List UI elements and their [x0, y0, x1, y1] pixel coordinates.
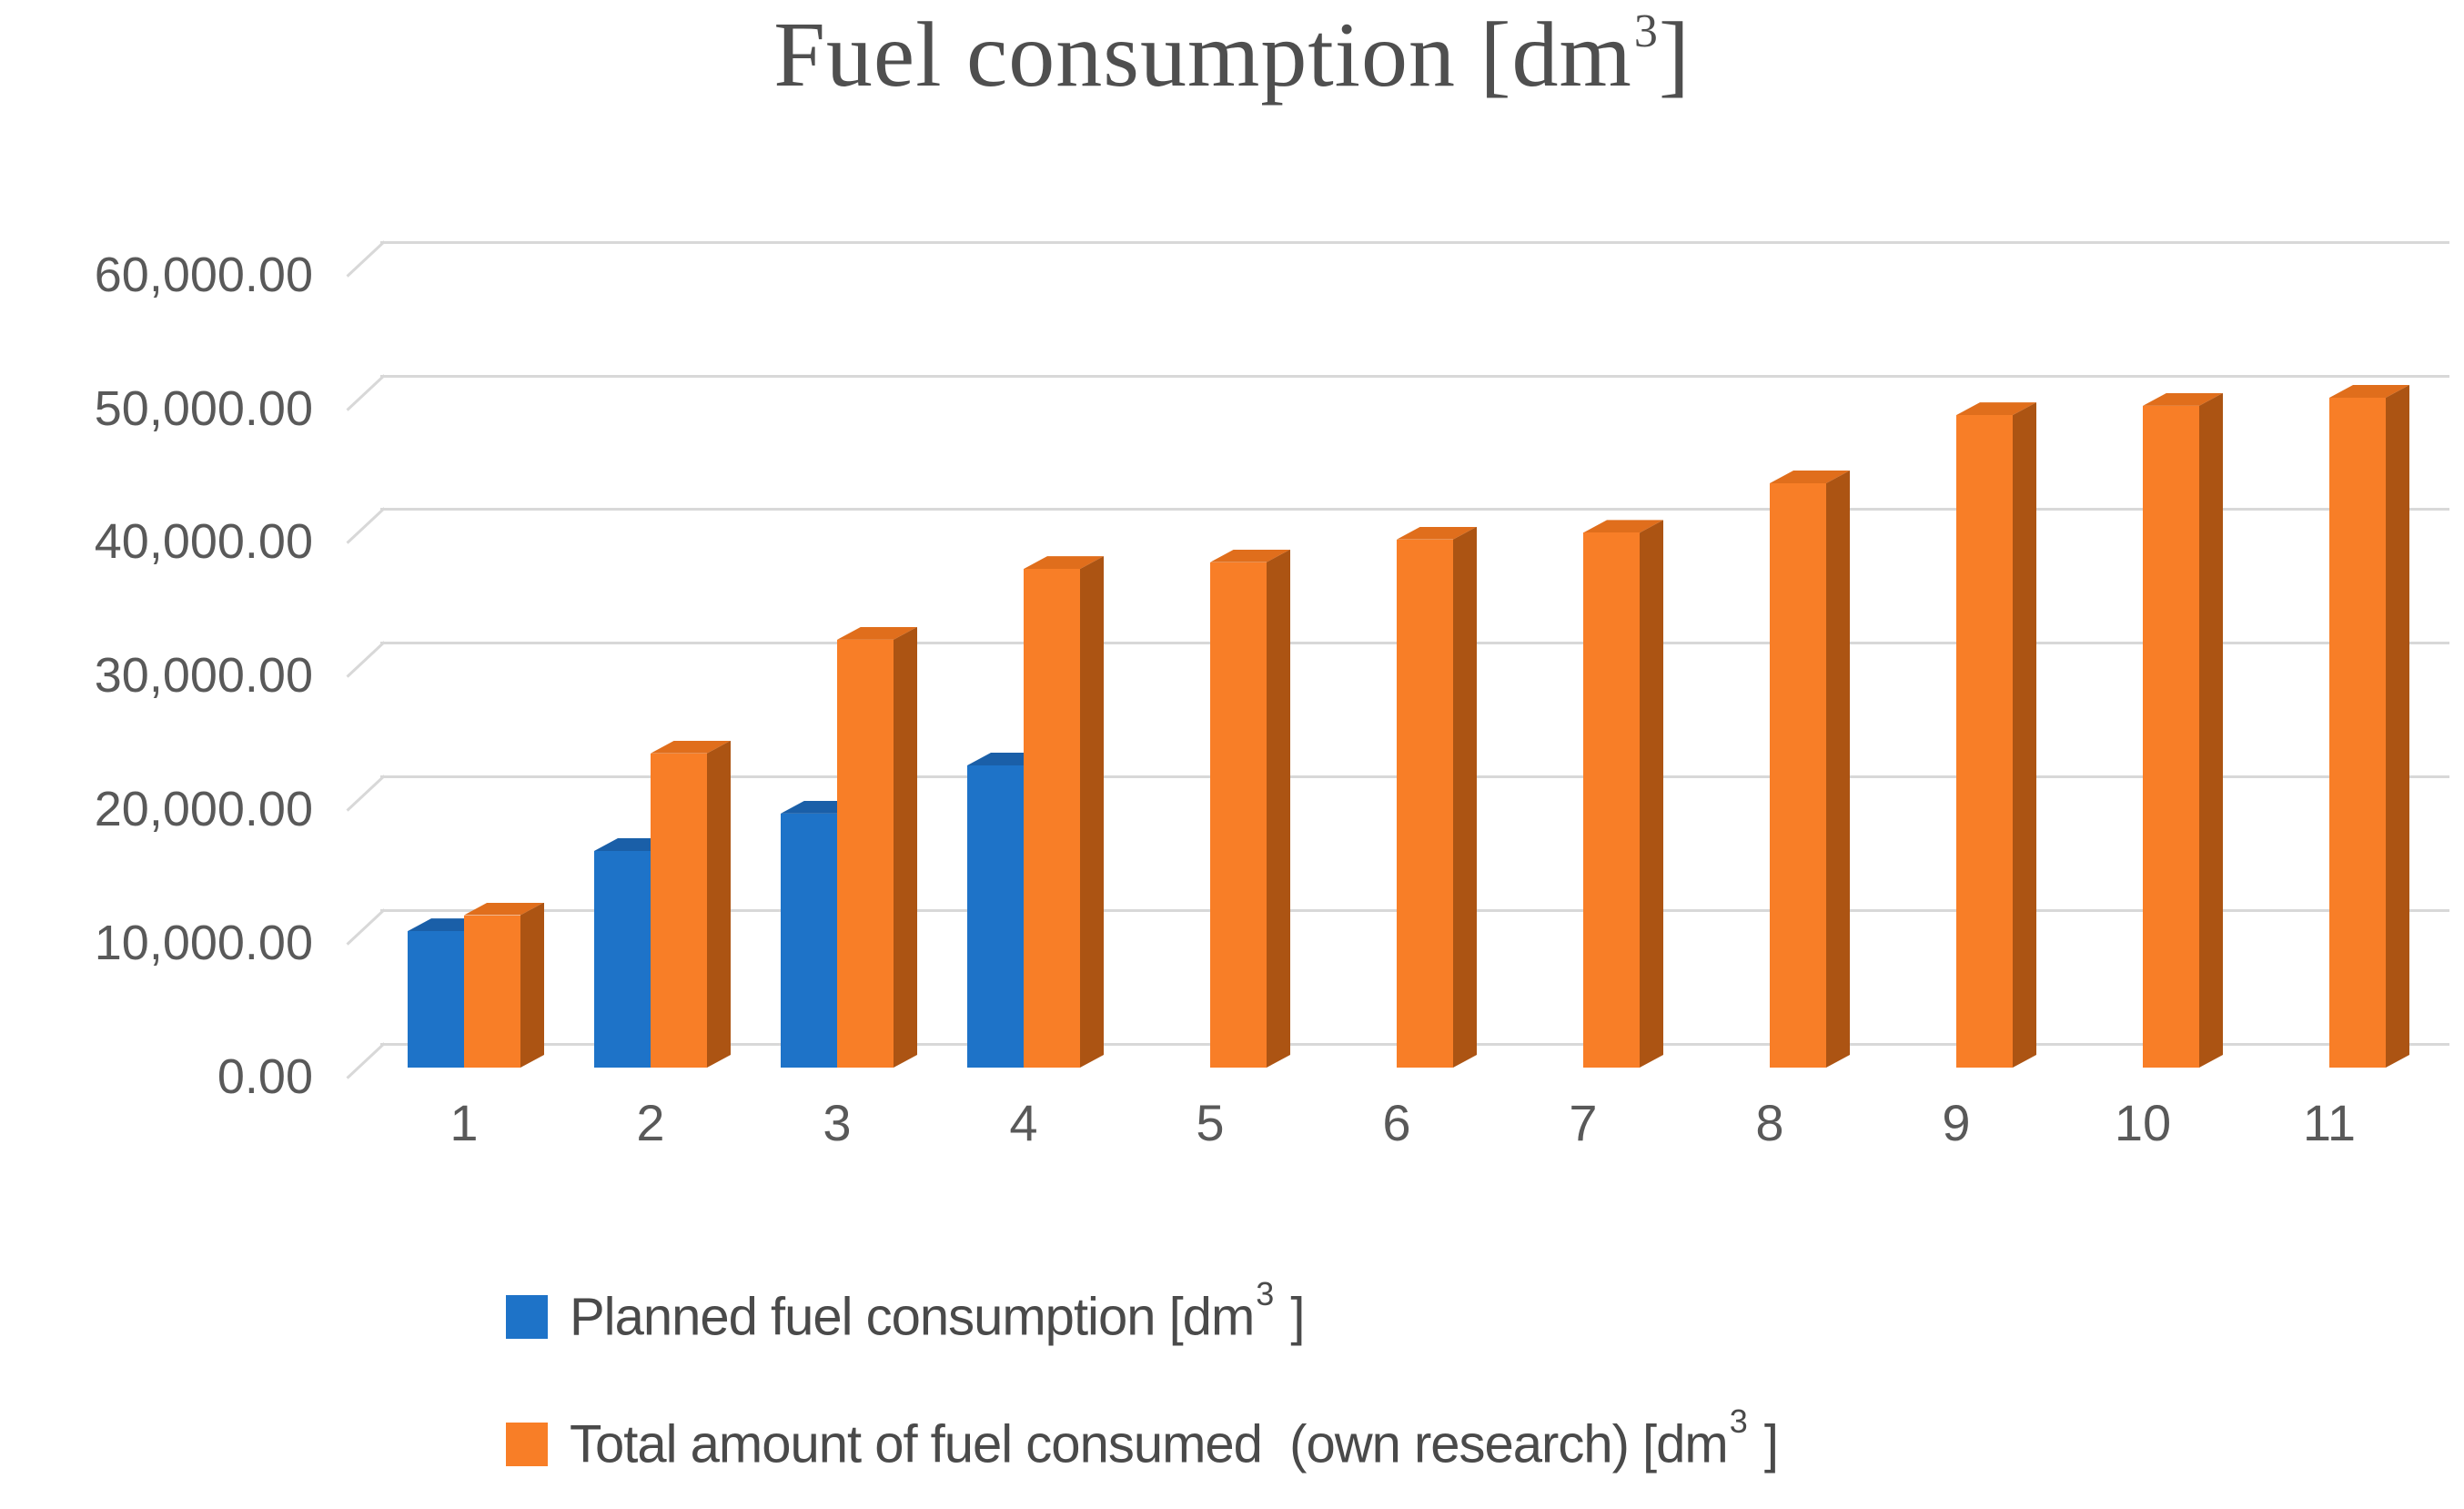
bar-total-1 [464, 915, 520, 1068]
bar-total-3-top-face [837, 626, 917, 640]
bar-total-8 [1770, 483, 1826, 1068]
bar-total-1-side-face [520, 903, 544, 1068]
y-axis-tick-label: 0.00 [217, 1049, 313, 1104]
bar-total-9-top-face [1956, 402, 2036, 416]
bar-total-6 [1397, 539, 1453, 1068]
bar-total-2-side-face [707, 741, 731, 1068]
bar-total-7-side-face [1640, 520, 1663, 1068]
bar-total-6-side-face [1453, 527, 1477, 1068]
legend-item-planned: Planned fuel consumption [dm3 ] [506, 1275, 1778, 1349]
bar-total-4 [1024, 569, 1080, 1068]
legend-label-total: Total amount of fuel consumed (own resea… [570, 1403, 1779, 1474]
legend-label-planned: Planned fuel consumption [dm3 ] [570, 1275, 1306, 1347]
x-axis-tick-label-7: 7 [1569, 1094, 1598, 1151]
bar-total-4-side-face [1080, 556, 1104, 1068]
bar-total-8-side-face [1826, 471, 1850, 1068]
bar-total-5-top-face [1210, 549, 1290, 562]
y-axis-tick-label: 30,000.00 [94, 648, 313, 704]
legend-label-total-suffix: ] [1750, 1414, 1779, 1474]
bar-total-7 [1583, 532, 1640, 1068]
legend: Planned fuel consumption [dm3 ] Total am… [506, 1275, 1779, 1476]
bar-total-9-side-face [2013, 402, 2036, 1068]
y-axis-tick-label: 60,000.00 [94, 247, 313, 302]
y-axis-tick-label: 20,000.00 [94, 782, 313, 837]
y-axis-tick-label: 10,000.00 [94, 916, 313, 971]
gridline-depth-tick [346, 641, 386, 678]
chart-title-text: Fuel consumption [dm [773, 4, 1632, 106]
legend-swatch-total [506, 1423, 548, 1466]
bar-total-1-top-face [464, 902, 544, 916]
gridline-40000 [380, 508, 2449, 511]
gridline-depth-tick [346, 908, 386, 946]
bar-planned-1 [408, 931, 464, 1068]
bar-planned-2 [594, 851, 651, 1068]
legend-label-planned-suffix: ] [1277, 1287, 1305, 1347]
bar-planned-3 [781, 813, 837, 1068]
bar-total-2-top-face [651, 740, 731, 754]
x-axis-tick-label-4: 4 [1009, 1094, 1038, 1151]
bar-total-10-side-face [2199, 393, 2223, 1068]
x-axis-tick-label-8: 8 [1755, 1094, 1784, 1151]
x-axis-tick-label-9: 9 [1942, 1094, 1971, 1151]
bar-total-2 [651, 753, 707, 1068]
legend-item-total: Total amount of fuel consumed (own resea… [506, 1403, 1779, 1476]
x-axis-tick-label-10: 10 [2114, 1094, 2172, 1151]
gridline-depth-tick [346, 239, 386, 278]
bar-total-8-top-face [1770, 471, 1850, 484]
chart-title-suffix: ] [1658, 4, 1691, 106]
bar-total-4-top-face [1024, 556, 1104, 570]
bar-total-11 [2329, 398, 2386, 1068]
gridline-depth-tick [346, 507, 386, 545]
x-axis-tick-label-1: 1 [449, 1094, 479, 1151]
y-axis-tick-label: 50,000.00 [94, 380, 313, 436]
x-axis-tick-label-5: 5 [1196, 1094, 1225, 1151]
legend-label-planned-superscript: 3 [1256, 1275, 1274, 1313]
y-axis-tick-label: 40,000.00 [94, 514, 313, 570]
bar-total-3-side-face [894, 627, 917, 1068]
chart-title-superscript: 3 [1633, 5, 1659, 57]
bar-total-10 [2143, 405, 2199, 1068]
legend-label-planned-text: Planned fuel consumption [dm [570, 1287, 1255, 1347]
bar-total-10-top-face [2143, 392, 2223, 406]
bar-total-9 [1956, 415, 2013, 1068]
x-axis-tick-label-3: 3 [823, 1094, 852, 1151]
gridline-depth-tick [346, 1042, 386, 1079]
chart-title: Fuel consumption [dm3] [0, 2, 2464, 108]
legend-label-total-superscript: 3 [1729, 1403, 1748, 1441]
bar-total-11-top-face [2329, 385, 2409, 399]
x-axis-tick-label-11: 11 [2302, 1094, 2357, 1151]
x-axis-tick-label-6: 6 [1382, 1094, 1411, 1151]
bar-total-5-side-face [1267, 550, 1290, 1068]
legend-swatch-planned [506, 1295, 548, 1339]
gridline-depth-tick [346, 775, 386, 812]
legend-label-total-text: Total amount of fuel consumed (own resea… [570, 1414, 1729, 1474]
x-axis-tick-label-2: 2 [636, 1094, 665, 1151]
bar-total-11-side-face [2386, 385, 2409, 1068]
bar-total-7-top-face [1583, 520, 1663, 533]
bar-total-6-top-face [1397, 526, 1477, 540]
gridline-50000 [380, 374, 2449, 378]
bar-total-5 [1210, 562, 1267, 1068]
gridline-60000 [380, 240, 2449, 244]
bar-planned-4 [967, 765, 1024, 1068]
bar-total-3 [837, 639, 894, 1068]
gridline-depth-tick [346, 373, 386, 411]
